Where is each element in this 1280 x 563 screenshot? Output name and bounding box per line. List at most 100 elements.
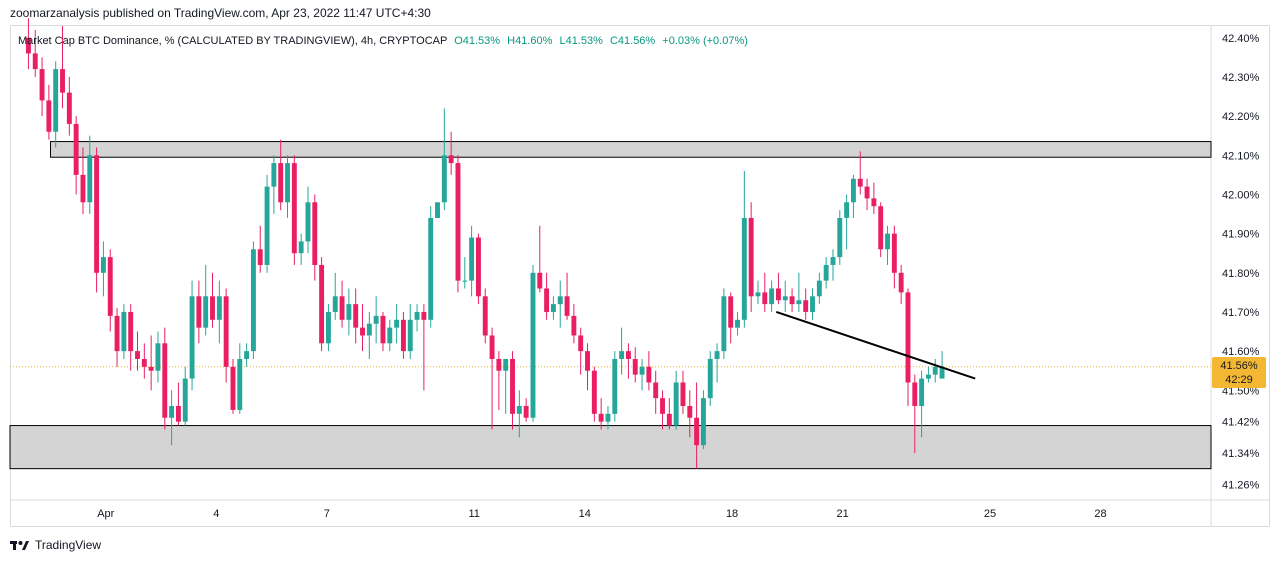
candle-body: [325, 311, 331, 344]
candle-body: [366, 323, 372, 336]
candle-body: [653, 382, 659, 399]
candle-body: [237, 358, 243, 410]
candle-body: [714, 351, 720, 359]
candle-body: [332, 296, 338, 312]
support-zone: [9, 425, 1212, 470]
time-tick-label: 4: [213, 508, 219, 520]
candle-body: [121, 311, 127, 352]
candle-body: [182, 378, 188, 422]
candle-body: [891, 233, 897, 273]
legend-high: H41.60%: [507, 35, 553, 47]
candle-body: [250, 249, 256, 352]
candle-body: [810, 296, 815, 312]
candle-body: [87, 155, 93, 203]
candle-body: [550, 304, 556, 312]
chart-frame[interactable]: [10, 25, 1270, 527]
candle-body: [100, 257, 106, 273]
candle-body: [53, 69, 59, 132]
candle-body: [919, 378, 925, 406]
candle-body: [162, 343, 168, 418]
candle-body: [769, 288, 775, 305]
candle-body: [305, 202, 311, 242]
candle-body: [557, 296, 563, 305]
candle-body: [155, 343, 161, 371]
price-tick-label: 41.42%: [1222, 417, 1260, 429]
candle-body: [441, 155, 447, 203]
candle-body: [694, 417, 700, 446]
candle-body: [346, 304, 352, 320]
candle-body: [394, 319, 400, 328]
descending-trendline: [775, 311, 976, 380]
candle-body: [796, 300, 802, 305]
candle-body: [544, 288, 550, 312]
candle-body: [857, 178, 863, 187]
candle-body: [571, 315, 577, 336]
symbol-legend: Market Cap BTC Dominance, % (CALCULATED …: [18, 35, 748, 47]
candle-body: [189, 296, 195, 379]
price-tick-label: 41.90%: [1222, 229, 1260, 241]
candle-body: [25, 37, 31, 54]
candle-body: [932, 366, 938, 375]
price-tick-label: 41.70%: [1222, 307, 1260, 319]
publisher-line: zoomarzanalysis published on TradingView…: [10, 6, 431, 20]
price-tick-label: 42.10%: [1222, 150, 1260, 162]
candle-body: [475, 237, 481, 297]
candle-body: [175, 405, 181, 422]
candle-body: [380, 315, 386, 344]
candle-body: [278, 163, 284, 203]
candle-body: [516, 405, 522, 414]
candle-body: [510, 358, 515, 414]
current-price-value: 41.56%: [1220, 360, 1258, 372]
candle-body: [844, 202, 850, 218]
price-tick-label: 42.30%: [1222, 72, 1260, 84]
candle-body: [66, 92, 72, 124]
candle-body: [939, 366, 945, 379]
candle-body: [537, 272, 543, 289]
candle-body: [898, 272, 904, 293]
symbol-title: Market Cap BTC Dominance, % (CALCULATED …: [18, 35, 448, 47]
candle-body: [244, 351, 250, 359]
candle-body: [373, 315, 379, 324]
candle-body: [128, 311, 134, 352]
price-tick-label: 42.20%: [1222, 111, 1260, 123]
legend-change: +0.03% (+0.07%): [662, 35, 748, 47]
candle-body: [830, 257, 836, 265]
candle-body: [741, 217, 747, 320]
candle-body: [400, 319, 406, 352]
candle-body: [291, 163, 297, 254]
candle-body: [482, 296, 488, 336]
candle-body: [360, 327, 365, 336]
candle-body: [632, 358, 638, 375]
candle-body: [660, 398, 665, 414]
candle-body: [32, 53, 38, 70]
candle-body: [462, 280, 468, 282]
candle-body: [216, 296, 222, 320]
candle-body: [598, 413, 604, 422]
candle-body: [353, 304, 359, 328]
candle-body: [666, 413, 672, 426]
time-tick-label: 28: [1094, 508, 1106, 520]
time-tick-label: 18: [726, 508, 738, 520]
candle-body: [646, 366, 652, 383]
candle-body: [339, 296, 345, 320]
candle-body: [782, 296, 788, 301]
legend-close: C41.56%: [609, 35, 656, 47]
candle-body: [489, 335, 495, 359]
candle-body: [673, 382, 679, 426]
candle-body: [816, 280, 822, 297]
candle-body: [141, 358, 147, 367]
candle-body: [823, 264, 829, 281]
candle-body: [700, 398, 706, 446]
candle-body: [46, 100, 52, 132]
candle-body: [387, 327, 393, 344]
resistance-zone: [50, 141, 1212, 158]
time-tick-label: 7: [324, 508, 330, 520]
candle-body: [885, 233, 890, 250]
candle-body: [114, 315, 120, 352]
time-tick-label: 14: [579, 508, 591, 520]
candle-body: [591, 370, 597, 414]
footer[interactable]: TradingView: [10, 538, 101, 552]
candle-body: [107, 257, 113, 316]
candle-body: [878, 206, 884, 250]
